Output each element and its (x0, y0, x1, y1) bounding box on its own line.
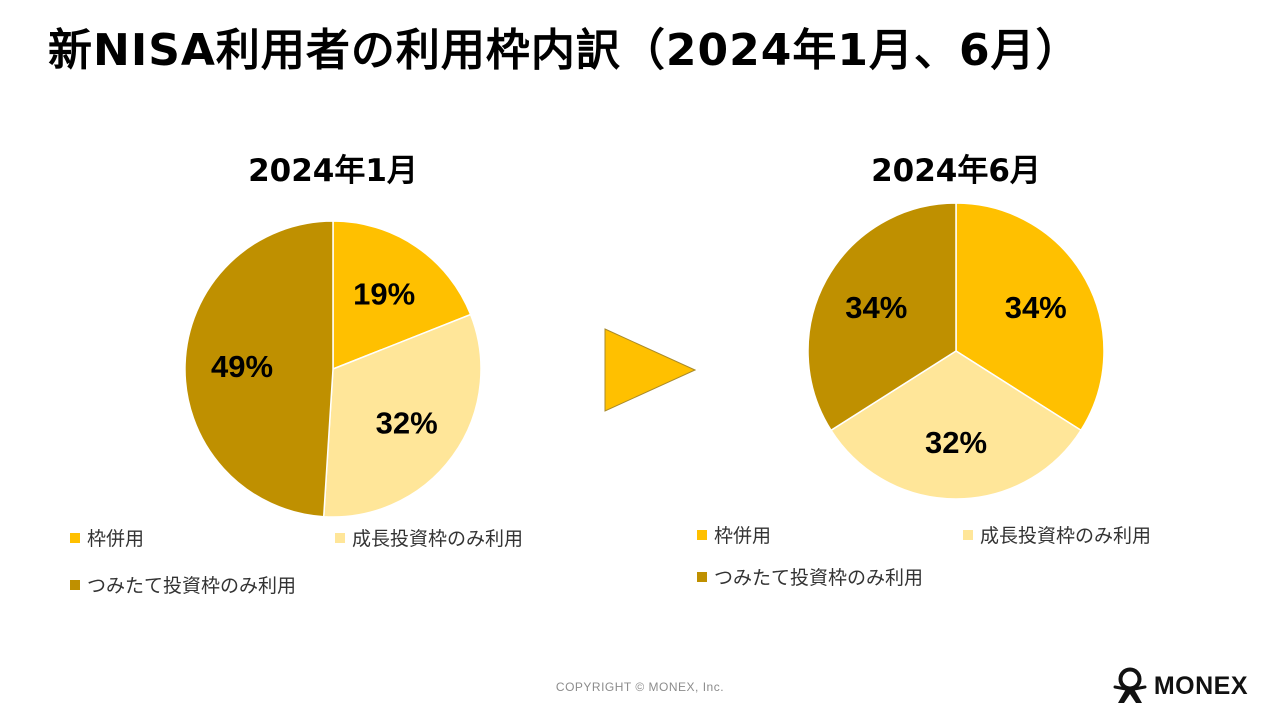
logo-text: MONEX (1153, 671, 1248, 700)
pie-data-label: 32% (925, 425, 987, 460)
pie-slice-growth-only (322, 313, 482, 518)
pie-data-label: 32% (376, 405, 438, 440)
legend-item-combined: 枠併用 (697, 521, 771, 548)
legend-label: 成長投資枠のみ利用 (980, 525, 1152, 547)
legend-label: 枠併用 (87, 528, 145, 550)
legend-swatch-growth-only (335, 532, 345, 543)
legend-swatch-growth-only (963, 529, 973, 540)
pie-slice-tsumitate-only (184, 220, 334, 518)
pie-slice-growth-only (830, 350, 1082, 500)
page-title: 新NISA利用者の利用枠内訳（2024年1月、6月） (48, 25, 1081, 76)
legend-swatch-combined (697, 529, 707, 540)
pie-chart-june: 34% 32% 34% (807, 202, 1105, 500)
legend-item-tsumitate-only: つみたて投資枠のみ利用 (697, 563, 923, 590)
pie-data-label: 49% (211, 349, 273, 384)
legend-label: 枠併用 (714, 525, 772, 547)
pie-chart-january: 19% 32% 49% (184, 220, 482, 518)
legend-label: 成長投資枠のみ利用 (352, 528, 524, 550)
pie-data-label: 19% (353, 277, 415, 312)
legend-item-tsumitate-only: つみたて投資枠のみ利用 (70, 571, 296, 598)
copyright-text: COPYRIGHT © MONEX, Inc. (555, 680, 725, 694)
monex-logo-icon (1113, 667, 1147, 703)
chart-title-january: 2024年1月 (248, 153, 418, 189)
legend-swatch-tsumitate-only (697, 571, 707, 582)
pie-slice-combined (332, 220, 472, 371)
pie-data-label: 34% (845, 290, 907, 325)
monex-logo: MONEX (1112, 667, 1248, 705)
legend-item-combined: 枠併用 (70, 524, 144, 551)
pie-data-label: 34% (1005, 290, 1067, 325)
legend-item-growth-only: 成長投資枠のみ利用 (335, 524, 523, 551)
transition-arrow-icon (604, 328, 696, 412)
legend-item-growth-only: 成長投資枠のみ利用 (963, 521, 1151, 548)
chart-title-june: 2024年6月 (871, 153, 1041, 189)
pie-slice-tsumitate-only (807, 202, 957, 432)
legend-label: つみたて投資枠のみ利用 (714, 567, 924, 589)
legend-swatch-tsumitate-only (70, 579, 80, 590)
legend-swatch-combined (70, 532, 80, 543)
pie-slice-combined (955, 202, 1105, 432)
legend-label: つみたて投資枠のみ利用 (87, 575, 297, 597)
